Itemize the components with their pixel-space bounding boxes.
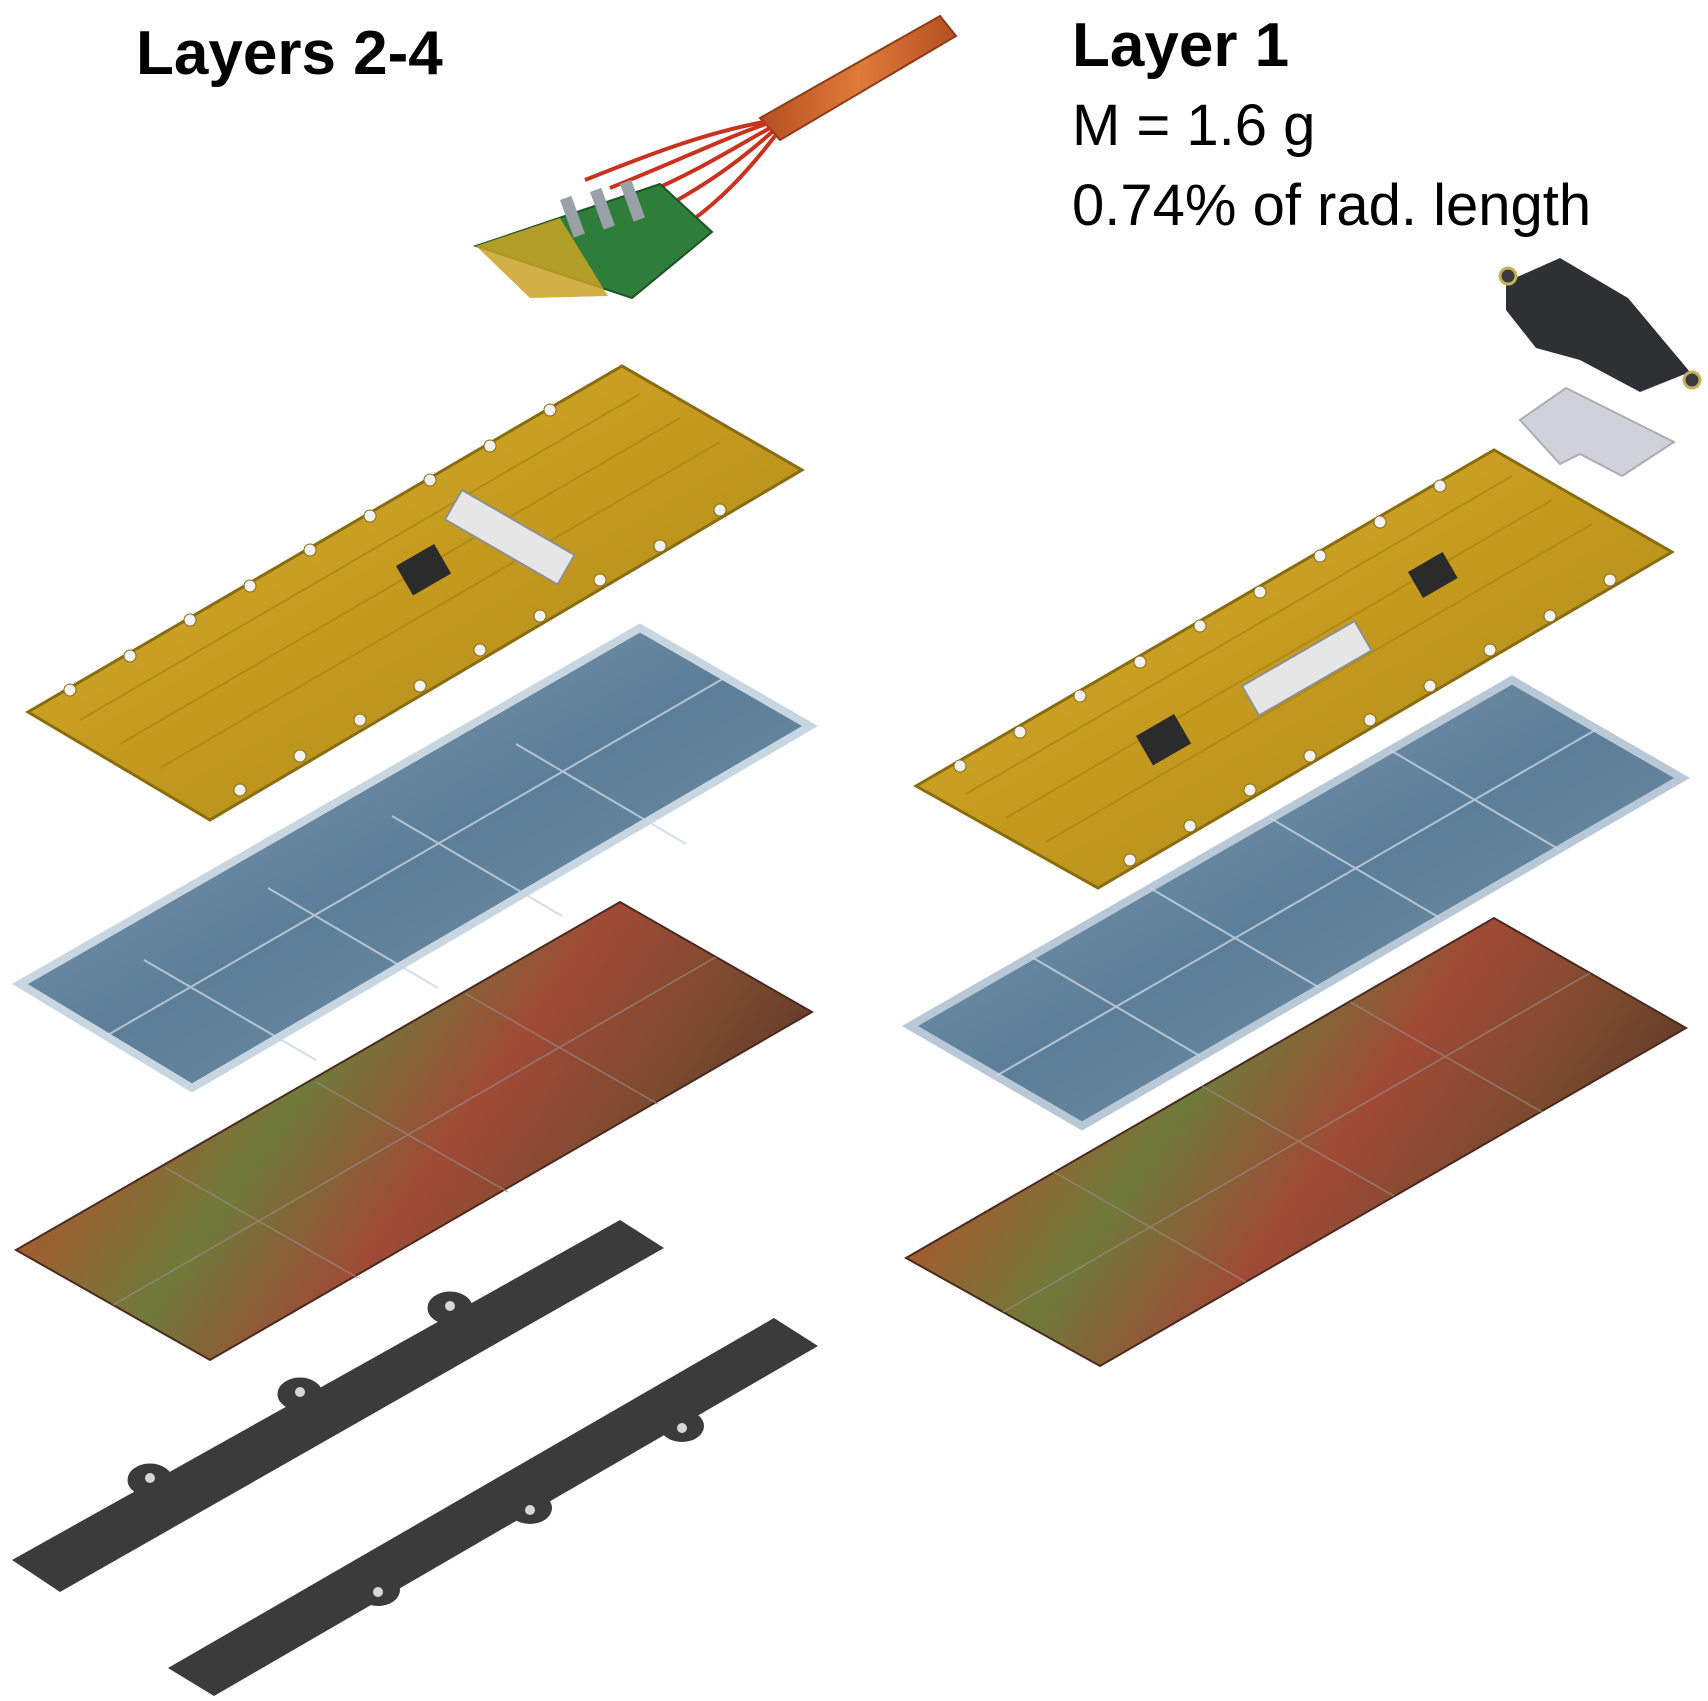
flex-pcb-right bbox=[912, 448, 1675, 890]
layer-1-mass: M = 1.6 g bbox=[1072, 93, 1316, 158]
support-bar-lower bbox=[168, 1318, 818, 1696]
glass-plate-right bbox=[902, 675, 1690, 1131]
flex-pcb-left bbox=[25, 364, 805, 822]
cable-connector bbox=[472, 14, 958, 300]
sensor-tile-left bbox=[13, 900, 815, 1362]
bridge-part-light bbox=[1518, 386, 1677, 478]
layers-2-4-title: Layers 2-4 bbox=[136, 19, 443, 88]
glass-plate-left bbox=[12, 623, 818, 1093]
layer-1-radiation-length: 0.74% of rad. length bbox=[1072, 173, 1592, 238]
layer-1-title: Layer 1 bbox=[1072, 11, 1290, 80]
bridge-part-dark bbox=[1498, 258, 1702, 392]
sensor-tile-right bbox=[903, 916, 1689, 1368]
support-bar-upper bbox=[12, 1220, 664, 1592]
